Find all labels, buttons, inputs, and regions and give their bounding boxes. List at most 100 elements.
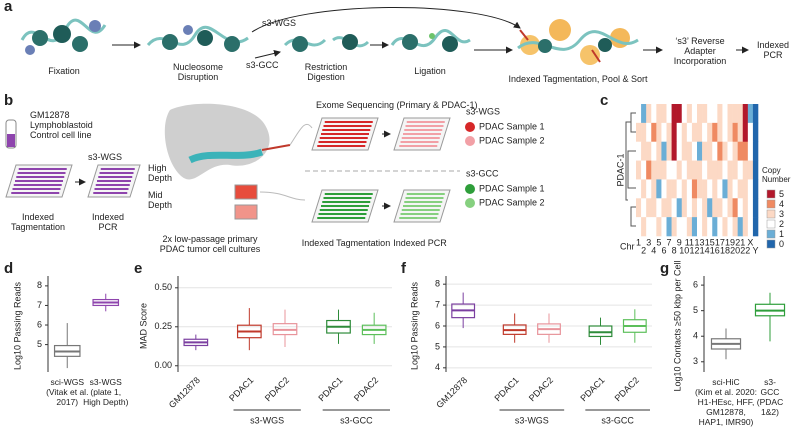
y-axis-label: Log10 Contacts ≥50 kbp per Cell: [672, 260, 682, 391]
heatmap-cell: [691, 217, 698, 237]
heatmap-cell: [676, 198, 683, 218]
heatmap-cell: [737, 198, 744, 218]
branch-label: s3-GCC: [246, 60, 279, 70]
panel-label: b: [4, 92, 14, 109]
heatmap-cell: [702, 198, 708, 218]
heatmap-cell: [646, 179, 652, 199]
tagmentation-cartoon: [517, 19, 639, 65]
tube-content: [7, 134, 15, 147]
heatmap-cell: [742, 160, 749, 180]
heatmap-cell: [671, 122, 677, 143]
heatmap-cell: [752, 160, 759, 180]
heatmap-cell: [666, 179, 672, 199]
heatmap-cell: [727, 122, 733, 143]
heatmap-cell: [722, 104, 728, 124]
x-tick-label: PDAC2: [263, 375, 291, 403]
heatmap-cell: [641, 179, 647, 199]
heatmap-cell: [656, 179, 662, 199]
legend-title: s3-GCC: [466, 168, 499, 178]
heatmap-cell: [742, 141, 749, 161]
legend-label: 4: [779, 199, 784, 209]
y-tick-label: 3: [693, 356, 698, 366]
heatmap-cell: [712, 104, 718, 124]
heatmap-cell: [641, 122, 647, 143]
heatmap-cell: [636, 217, 642, 237]
step-label: Indexed Tagmentation: [10, 212, 66, 232]
x-tick-label: PDAC1: [578, 375, 606, 403]
heatmap-cell: [747, 141, 754, 161]
heatmap-cell: [702, 104, 708, 124]
heatmap-cell: [661, 122, 667, 143]
heatmap-cell: [697, 104, 703, 124]
heatmap-cell: [676, 160, 683, 180]
y-tick-label: 6: [435, 320, 440, 330]
heatmap-cell: [737, 122, 744, 143]
heatmap-cell: [747, 122, 754, 143]
step-label: Indexed Tagmentation: [301, 238, 391, 248]
legend-swatch: [465, 136, 475, 146]
dendrogram: [625, 112, 636, 227]
heatmap-cell: [646, 122, 652, 143]
heatmap-cell: [707, 217, 713, 237]
heatmap-cell: [732, 122, 738, 143]
heatmap-cell: [651, 160, 657, 180]
heatmap-cell: [727, 160, 733, 180]
legend-label: 1: [779, 229, 784, 239]
y-tick-label: 8: [37, 280, 42, 290]
y-tick-label: 0.00: [154, 360, 172, 370]
heatmap-cell: [737, 179, 744, 199]
legend-label: 2: [779, 219, 784, 229]
heatmap-cell: [717, 160, 723, 180]
heatmap-cell: [712, 198, 718, 218]
box: [588, 325, 613, 338]
y-tick-label: 7: [37, 300, 42, 310]
y-tick-label: 5: [37, 339, 42, 349]
x-tick-label: 16: [710, 245, 720, 255]
heatmap-cell: [702, 141, 708, 161]
step-label: Indexed PCR: [91, 212, 125, 232]
heatmap-cell: [671, 104, 677, 124]
heatmap-cell: [661, 160, 667, 180]
x-tick-label: PDAC1: [316, 375, 344, 403]
heatmap-cell: [661, 198, 667, 218]
connector: [289, 123, 313, 146]
y-tick-label: 8: [435, 279, 440, 289]
heatmap-cell: [732, 198, 738, 218]
heatmap-cell: [742, 198, 749, 218]
heatmap-cell: [732, 179, 738, 199]
heatmap-cell: [681, 141, 688, 161]
heatmap-cell: [691, 141, 698, 161]
heatmap-cell: [661, 179, 667, 199]
x-tick-label: 20: [730, 245, 740, 255]
heatmap-cell: [742, 179, 749, 199]
heatmap-cell: [747, 198, 754, 218]
heatmap-cell: [707, 104, 713, 124]
x-tick-label: 1: [636, 237, 641, 247]
heatmap-cell: [747, 217, 754, 237]
legend-swatch: [766, 219, 776, 229]
heatmap-cell: [641, 104, 647, 124]
heatmap-cell: [722, 122, 728, 143]
heatmap-cell: [747, 160, 754, 180]
heatmap-cell: [681, 160, 688, 180]
y-axis-label: Log10 Passing Reads: [409, 281, 419, 370]
heatmap-cell: [712, 179, 718, 199]
organ: [164, 103, 270, 180]
legend-swatch: [465, 122, 475, 132]
heatmap-cell: [732, 217, 738, 237]
heatmap-cell: [691, 160, 698, 180]
y-tick-label: 0.50: [154, 282, 172, 292]
exome-label: Exome Sequencing (Primary & PDAC-1): [316, 100, 478, 110]
depth-label: Mid Depth: [148, 190, 173, 210]
group-label: s3-GCC: [601, 415, 634, 425]
heatmap-cell: [676, 141, 683, 161]
heatmap-cell: [737, 217, 744, 237]
x-tick-label: GM12878: [434, 375, 469, 410]
heatmap-cell: [681, 179, 688, 199]
x-tick-label: PDAC2: [352, 375, 380, 403]
heatmap-cell: [666, 141, 672, 161]
y-tick-label: 6: [37, 319, 42, 329]
heatmap-cell: [752, 217, 759, 237]
x-tick-label: 10: [679, 245, 689, 255]
heatmap-cell: [707, 122, 713, 143]
